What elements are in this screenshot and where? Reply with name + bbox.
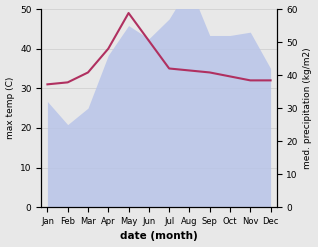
X-axis label: date (month): date (month) bbox=[120, 231, 198, 242]
Y-axis label: max temp (C): max temp (C) bbox=[5, 77, 15, 139]
Y-axis label: med. precipitation (kg/m2): med. precipitation (kg/m2) bbox=[303, 47, 313, 169]
